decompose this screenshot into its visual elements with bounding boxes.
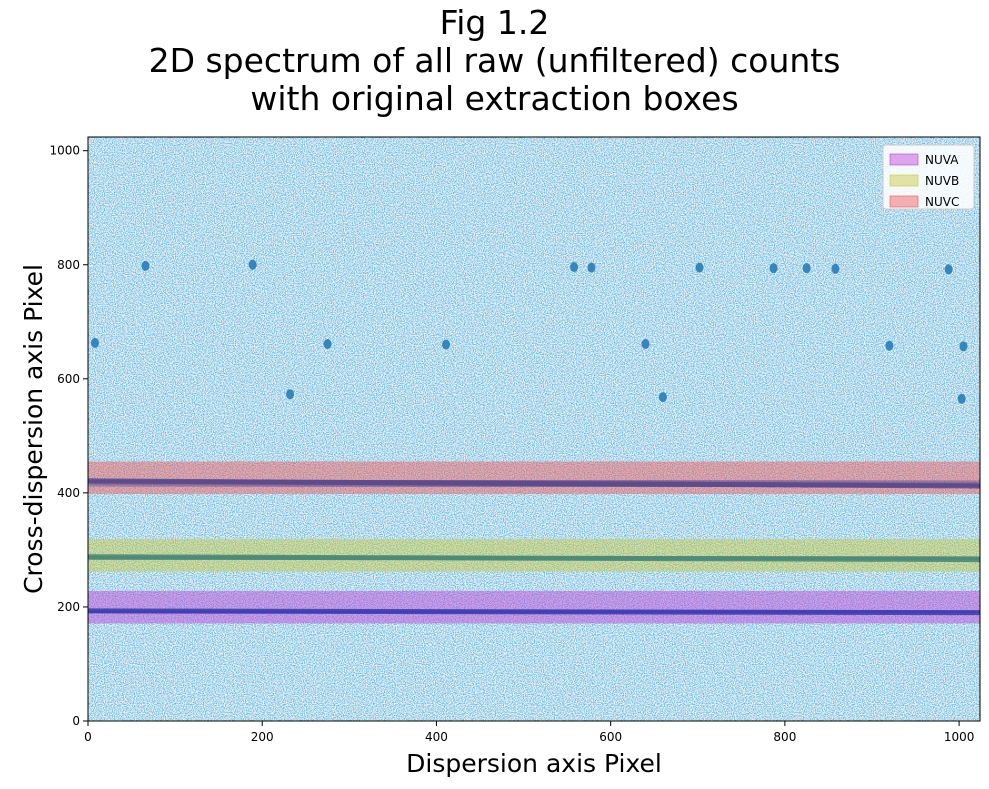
hot-spot-13 <box>641 339 650 350</box>
hot-spot-14 <box>658 392 667 403</box>
hot-spot-2 <box>248 259 257 270</box>
hot-spot-11 <box>323 339 332 350</box>
hot-spot-6 <box>769 263 778 274</box>
y-tick-label-1000: 1000 <box>49 144 80 158</box>
plot-frame <box>87 136 981 722</box>
hot-spot-7 <box>802 263 811 274</box>
legend-label-nuva: NUVA <box>925 153 959 167</box>
hot-spot-15 <box>885 340 894 351</box>
legend-label-nuvc: NUVC <box>925 195 959 209</box>
x-tick-label-1000: 1000 <box>944 730 975 744</box>
count-noise <box>88 137 980 721</box>
chart-title: Fig 1.2 2D spectrum of all raw (unfilter… <box>0 4 989 118</box>
legend-swatch-nuva <box>889 153 919 166</box>
x-axis: 0 200 400 600 800 1000 <box>84 721 974 744</box>
y-axis-title: Cross-dispersion axis Pixel <box>19 264 48 594</box>
hot-spot-10 <box>90 337 99 348</box>
legend-label-nuvb: NUVB <box>925 174 959 188</box>
hot-spot-5 <box>695 262 704 273</box>
hot-spot-3 <box>570 262 579 273</box>
plot-area <box>88 137 980 721</box>
y-tick-label-0: 0 <box>72 714 80 728</box>
x-tick-label-0: 0 <box>84 730 92 744</box>
x-tick-label-600: 600 <box>599 730 622 744</box>
title-line-2: 2D spectrum of all raw (unfiltered) coun… <box>148 41 841 80</box>
title-line-3: with original extraction boxes <box>250 79 739 118</box>
hot-spot-4 <box>587 262 596 273</box>
hot-spots <box>90 259 968 404</box>
legend-swatch-nuvb <box>889 174 919 187</box>
hot-spot-8 <box>831 263 840 274</box>
hot-spot-18 <box>286 389 295 400</box>
hot-spot-1 <box>141 260 150 271</box>
hot-spot-16 <box>959 341 968 352</box>
legend: NUVA NUVB NUVC <box>882 144 975 210</box>
x-tick-label-800: 800 <box>773 730 796 744</box>
x-tick-label-400: 400 <box>425 730 448 744</box>
y-tick-label-200: 200 <box>57 600 80 614</box>
y-tick-label-400: 400 <box>57 486 80 500</box>
spectral-trace-core-3 <box>88 478 980 489</box>
title-line-1: Fig 1.2 <box>439 3 550 42</box>
x-axis-title: Dispersion axis Pixel <box>406 749 662 778</box>
spectral-traces <box>88 476 980 618</box>
y-tick-label-800: 800 <box>57 258 80 272</box>
y-axis: 0 200 400 600 800 1000 <box>49 144 88 728</box>
spectral-trace-core-2 <box>88 554 980 563</box>
hot-spot-9 <box>944 264 953 275</box>
hot-spot-17 <box>957 393 966 404</box>
hot-spot-12 <box>442 339 451 350</box>
x-tick-label-200: 200 <box>251 730 274 744</box>
y-tick-label-600: 600 <box>57 372 80 386</box>
legend-box <box>882 144 975 210</box>
spectral-trace-core-1 <box>88 608 980 616</box>
legend-swatch-nuvc <box>889 195 919 208</box>
